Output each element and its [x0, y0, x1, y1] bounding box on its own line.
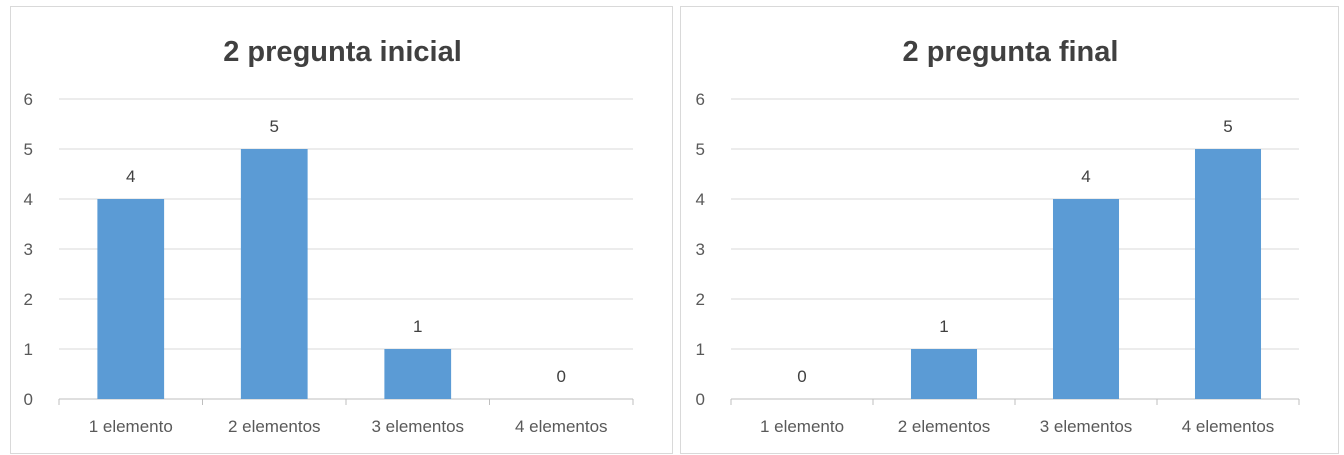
chart-panel-inicial: 2 pregunta inicial 0 1 2 3 4 5 6 4 1 elemento 5 2 e… [10, 6, 673, 454]
x-tick-label: 2 elementos [898, 417, 991, 436]
x-tick-label: 2 elementos [228, 417, 321, 436]
bar [240, 149, 308, 399]
x-tick-label: 1 elemento [760, 417, 844, 436]
bar [97, 199, 165, 399]
bar-chart-inicial: 2 pregunta inicial 0 1 2 3 4 5 6 4 1 elemento 5 2 e… [24, 36, 634, 436]
y-tick-label: 3 [24, 240, 33, 259]
y-tick-label: 0 [696, 390, 705, 409]
y-tick-label: 1 [24, 340, 33, 359]
bar [910, 349, 978, 399]
data-label: 0 [557, 367, 566, 386]
x-tick-label: 4 elementos [1182, 417, 1275, 436]
y-tick-label: 0 [24, 390, 33, 409]
data-label: 4 [1081, 167, 1090, 186]
x-tick-label: 3 elementos [371, 417, 464, 436]
x-tick-label: 1 elemento [89, 417, 173, 436]
y-tick-label: 5 [24, 140, 33, 159]
y-tick-label: 2 [696, 290, 705, 309]
x-tick-label: 4 elementos [515, 417, 608, 436]
chart-panel-final: 2 pregunta final 0 1 2 3 4 5 6 0 1 elemento 1 2 ele… [680, 6, 1339, 454]
y-tick-label: 6 [24, 90, 33, 109]
data-label: 0 [797, 367, 806, 386]
y-tick-label: 6 [696, 90, 705, 109]
y-tick-label: 3 [696, 240, 705, 259]
bar [1052, 199, 1120, 399]
data-label: 5 [1223, 117, 1232, 136]
chart-title: 2 pregunta final [903, 36, 1119, 68]
data-label: 5 [270, 117, 279, 136]
bar [384, 349, 452, 399]
y-tick-label: 1 [696, 340, 705, 359]
data-label: 4 [126, 167, 135, 186]
chart-title: 2 pregunta inicial [223, 36, 462, 68]
bar [1194, 149, 1262, 399]
y-tick-label: 4 [24, 190, 33, 209]
y-tick-label: 4 [696, 190, 705, 209]
x-tick-label: 3 elementos [1040, 417, 1133, 436]
y-tick-label: 2 [24, 290, 33, 309]
data-label: 1 [939, 317, 948, 336]
bar-chart-final: 2 pregunta final 0 1 2 3 4 5 6 0 1 elemento 1 2 ele… [696, 36, 1300, 436]
y-tick-label: 5 [696, 140, 705, 159]
data-label: 1 [413, 317, 422, 336]
